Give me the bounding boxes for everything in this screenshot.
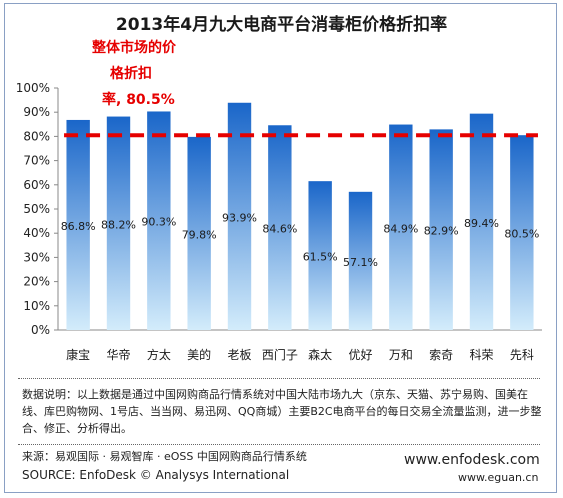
y-tick-label: 0% (31, 323, 50, 337)
source-chinese: 来源：易观国际 · 易观智库 · eOSS 中国网购商品行情系统 (22, 450, 307, 463)
y-tick-label: 20% (23, 275, 50, 289)
bar (469, 113, 494, 330)
source-english: SOURCE: EnfoDesk © Analysys Internationa… (22, 468, 290, 482)
data-label: 84.6% (262, 223, 297, 236)
y-tick-label: 60% (23, 178, 50, 192)
bar (389, 124, 413, 331)
divider-top (18, 378, 540, 379)
y-tick-label: 90% (23, 105, 50, 119)
bar (66, 119, 90, 330)
data-label: 79.8% (182, 228, 217, 241)
annotation: 整体市场的价 格折扣 率, 80.5% (92, 35, 202, 113)
bar (429, 129, 453, 330)
y-tick-label: 10% (23, 299, 50, 313)
bar (227, 102, 252, 331)
data-label: 90.3% (141, 216, 176, 229)
chart-title: 2013年4月九大电商平台消毒柜价格折扣率 (115, 15, 448, 35)
y-tick-label: 70% (23, 154, 50, 168)
data-notes: 数据说明：以上数据是通过中国网购商品行情系统对中国大陆市场九大（京东、天猫、苏宁… (22, 388, 542, 435)
y-tick-label: 50% (23, 202, 50, 216)
bar (348, 191, 373, 330)
x-tick-label: 美的 (187, 347, 211, 362)
annotation-line-2: 格折扣 (110, 66, 152, 82)
bar (106, 116, 131, 330)
x-tick-label: 索奇 (429, 348, 453, 362)
data-label: 82.9% (424, 225, 459, 238)
bar (147, 111, 171, 330)
annotation-line-3: 率, 80.5% (102, 92, 175, 108)
x-tick-label: 康宝 (66, 347, 90, 362)
x-tick-label: 西门子 (262, 347, 298, 362)
data-label: 57.1% (343, 256, 378, 269)
y-tick-label: 80% (23, 129, 50, 143)
data-label: 93.9% (222, 211, 257, 224)
x-tick-label: 森太 (308, 347, 332, 362)
bar (308, 181, 332, 330)
data-label: 61.5% (303, 251, 338, 264)
x-tick-label: 老板 (227, 348, 251, 362)
y-tick-label: 30% (23, 250, 50, 264)
y-tick-label: 40% (23, 226, 50, 240)
bar (268, 125, 292, 330)
bar (187, 136, 211, 330)
divider-bottom (18, 444, 540, 445)
x-tick-label: 科荣 (469, 348, 493, 362)
x-tick-label: 方太 (147, 347, 171, 362)
x-tick-label: 华帝 (106, 347, 130, 362)
annotation-line-1: 整体市场的价 (92, 40, 176, 56)
x-tick-label: 优好 (348, 348, 372, 362)
enfodesk-url: www.enfodesk.com (404, 452, 540, 468)
data-label: 89.4% (464, 217, 499, 230)
data-label: 80.5% (504, 228, 539, 241)
data-label: 88.2% (101, 218, 136, 231)
eguan-url: www.eguan.cn (458, 471, 539, 484)
data-label: 84.9% (383, 222, 418, 235)
x-tick-label: 先科 (510, 348, 534, 362)
x-tick-label: 万和 (389, 348, 413, 362)
bar (510, 135, 534, 330)
y-tick-label: 100% (16, 81, 50, 95)
data-label: 86.8% (61, 220, 96, 233)
